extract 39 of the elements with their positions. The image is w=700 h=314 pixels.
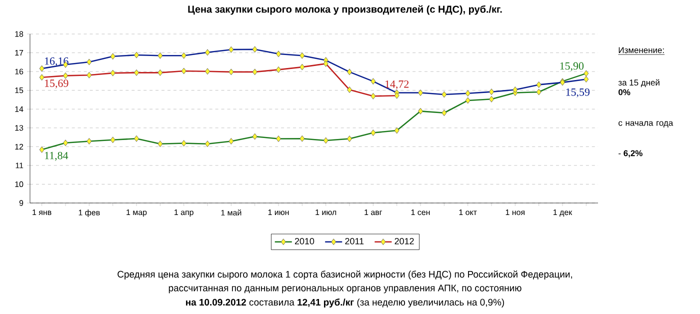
legend-label: 2011 <box>345 238 364 244</box>
point <box>323 137 328 144</box>
point <box>536 88 542 96</box>
point <box>110 136 116 144</box>
text: рассчитанная по данным региональных органов управления АПК, по состоянию <box>168 284 522 294</box>
point <box>300 135 305 142</box>
point <box>158 140 163 148</box>
legend-label: 2012 <box>394 238 414 244</box>
chart-title: Цена закупки сырого молока у производителей (с НДС), руб./кг. <box>188 5 502 15</box>
text: Изменение: <box>618 47 664 54</box>
legend-label: 2010 <box>294 238 314 244</box>
point <box>252 133 258 140</box>
point <box>205 140 210 148</box>
point <box>394 127 400 134</box>
point <box>584 70 589 77</box>
text: за 15 дней <box>618 79 660 88</box>
point <box>63 140 68 146</box>
text: с начала года <box>618 121 674 128</box>
text: Средняя цена закупки сырого молока 1 сорта базисной жирности (без НДС) по Российской Федерации, <box>118 270 572 280</box>
data-label: 15,90 <box>560 62 584 72</box>
text: 0% <box>618 89 630 96</box>
point <box>39 146 44 153</box>
point <box>442 110 447 116</box>
point <box>489 96 494 102</box>
point <box>181 140 186 146</box>
point <box>228 138 234 144</box>
data-label: 15,59 <box>566 88 590 98</box>
text: на 10.09.2012 составила 12,41 руб./кг (за неделю увеличилась на 0,9%) <box>186 298 504 308</box>
text: - 6,2% <box>618 150 642 158</box>
point <box>86 138 92 144</box>
point <box>276 136 281 142</box>
point <box>465 97 470 104</box>
point <box>370 130 376 136</box>
point <box>134 135 139 142</box>
point <box>418 108 423 114</box>
data-label: 14,72 <box>385 80 409 90</box>
point <box>347 136 352 142</box>
data-label: 15,69 <box>45 80 68 89</box>
data-label: 11,84 <box>45 152 68 161</box>
